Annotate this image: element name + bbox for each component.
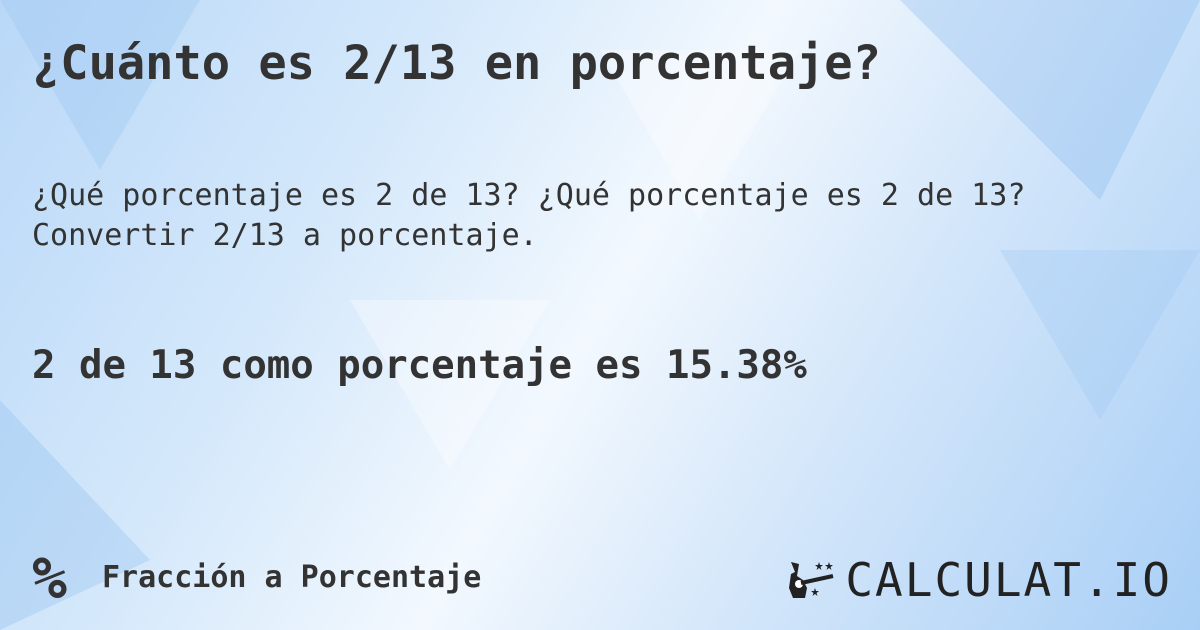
magic-hand-icon	[789, 562, 834, 598]
question-line-2: Convertir 2/13 a porcentaje.	[32, 218, 538, 253]
category-link[interactable]: % Fracción a Porcentaje	[32, 546, 481, 610]
logo-text: CALCULAT.IO	[845, 553, 1172, 607]
page-title: ¿Cuánto es 2/13 en porcentaje?	[32, 36, 881, 91]
calculat-io-logo[interactable]: CALCULAT.IO	[785, 554, 1172, 606]
question-line-1: ¿Qué porcentaje es 2 de 13? ¿Qué porcent…	[32, 178, 1026, 213]
category-label: Fracción a Porcentaje	[102, 560, 482, 595]
star-icon	[811, 588, 820, 596]
question-text: ¿Qué porcentaje es 2 de 13? ¿Qué porcent…	[32, 176, 1025, 256]
star-icon	[825, 562, 834, 570]
percent-icon: %	[32, 544, 67, 612]
star-icon	[815, 562, 824, 570]
result-text: 2 de 13 como porcentaje es 15.38%	[32, 343, 807, 388]
